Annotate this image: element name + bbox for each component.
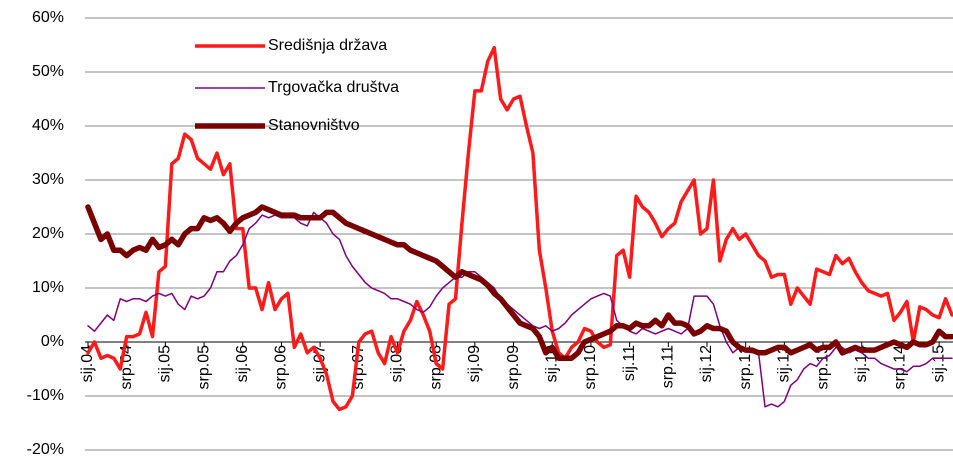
x-tick-label: srp.10 <box>582 345 599 390</box>
y-tick-label: -20% <box>27 441 64 456</box>
x-tick-label: sij.07 <box>311 345 328 382</box>
y-tick-label: 10% <box>32 279 64 296</box>
x-tick-label: srp.11 <box>660 345 677 388</box>
y-tick-label: 30% <box>32 171 64 188</box>
x-tick-label: sij.06 <box>234 345 251 382</box>
x-tick-label: sij.08 <box>389 345 406 382</box>
y-tick-label: 60% <box>32 9 64 26</box>
x-tick-label: srp.12 <box>737 345 754 390</box>
x-tick-label: sij.12 <box>698 345 715 382</box>
x-tick-label: srp.14 <box>892 345 909 390</box>
x-tick-label: sij.14 <box>853 345 870 382</box>
legend-label: Stanovništvo <box>268 117 360 134</box>
legend-label: Središnja država <box>268 37 387 54</box>
y-tick-label: 0% <box>41 333 64 350</box>
x-tick-label: sij.15 <box>930 345 947 382</box>
x-tick-label: sij.04 <box>79 345 96 382</box>
series-line <box>87 211 953 408</box>
legend-label: Trgovačka društva <box>268 79 399 96</box>
x-tick-label: srp.05 <box>195 345 212 390</box>
y-tick-label: 20% <box>32 225 64 242</box>
x-tick-label: sij.11 <box>621 345 638 381</box>
series-line <box>85 204 953 361</box>
x-tick-label: srp.09 <box>505 345 522 390</box>
y-tick-label: 40% <box>32 117 64 134</box>
x-tick-label: srp.06 <box>273 345 290 390</box>
x-tick-label: sij.05 <box>157 345 174 382</box>
y-tick-label: 50% <box>32 63 64 80</box>
series-line <box>86 45 953 412</box>
x-tick-label: srp.08 <box>427 345 444 390</box>
x-tick-label: sij.09 <box>466 345 483 382</box>
y-tick-label: -10% <box>27 387 64 404</box>
